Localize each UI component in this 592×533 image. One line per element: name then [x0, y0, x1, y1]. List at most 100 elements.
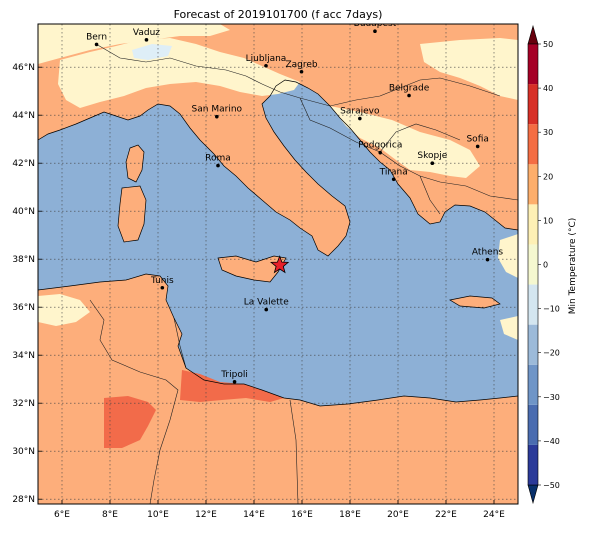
city-dot [430, 161, 435, 165]
x-tick-label: 22°E [435, 510, 457, 520]
colorbar-tick-label: −10 [543, 305, 560, 314]
city-dot [215, 114, 219, 119]
x-tick-label: 12°E [195, 510, 217, 520]
colorbar-tick-label: 30 [543, 128, 553, 137]
city-label: San Marino [192, 105, 243, 115]
colorbar-bin [528, 364, 538, 405]
land-sardinia [118, 186, 146, 242]
city-label: La Valette [244, 298, 289, 308]
colorbar-tick-label: 0 [543, 261, 548, 270]
city-label: Ljubljana [246, 54, 287, 64]
y-tick-label: 44°N [12, 111, 35, 121]
mild-greece [498, 234, 518, 278]
city-label: Belgrade [389, 84, 430, 94]
star-marker [270, 255, 290, 274]
colorbar-label: Min Temperature (°C) [568, 218, 578, 315]
city-label: Tunis [150, 276, 174, 286]
map-title: Forecast of 2019101700 (f acc 7days) [174, 8, 383, 21]
mild-east [420, 38, 518, 100]
city-label: Budapest [354, 19, 397, 29]
y-tick-label: 42°N [12, 159, 35, 169]
city-dot [373, 29, 377, 33]
longitude-ticks: 6°E 8°E 10°E 12°E 14°E 16°E 18°E 20°E 22°E 24°E [54, 500, 505, 520]
colorbar-tick-label: 10 [543, 216, 553, 225]
city-dot [485, 257, 490, 262]
land-crete [450, 296, 500, 308]
colorbar-bin [528, 124, 538, 165]
colorbar-bin [528, 324, 538, 365]
x-tick-label: 10°E [147, 510, 169, 520]
city-dot [378, 150, 383, 155]
city-dot [232, 380, 237, 384]
colorbar-tick-label: 20 [543, 172, 553, 181]
x-tick-label: 20°E [387, 510, 409, 520]
city-dot [299, 69, 304, 74]
mild-balkans [330, 106, 480, 178]
colorbar-bin [528, 284, 538, 325]
city-dot [391, 177, 396, 182]
city-label: Tripoli [220, 370, 248, 380]
city-label: Skopje [417, 151, 447, 161]
colorbar-tick-label: 40 [543, 84, 553, 93]
colorbar-extend-min [527, 484, 539, 505]
city-dot [407, 93, 411, 98]
colorbar-tick-label: −30 [543, 393, 560, 402]
x-tick-label: 14°E [243, 510, 265, 520]
land-africa [38, 274, 518, 504]
city-dot [144, 38, 149, 42]
hot-region [104, 396, 156, 448]
city-label: Tirana [379, 167, 408, 177]
city-dot [475, 144, 480, 149]
x-tick-label: 16°E [291, 510, 313, 520]
y-tick-label: 28°N [12, 495, 35, 505]
city-dot [264, 63, 268, 68]
y-tick-label: 32°N [12, 399, 35, 409]
city-dot [264, 307, 269, 312]
star-icon [270, 255, 290, 274]
city-label: Athens [472, 248, 503, 258]
mild-turkey-coast [500, 316, 518, 340]
mild-alps [58, 38, 300, 108]
y-tick-label: 46°N [12, 63, 35, 73]
mild-north [38, 24, 230, 64]
city-label: Vaduz [133, 28, 160, 38]
colorbar-tick-label: −40 [543, 437, 560, 446]
mild-tunisia [38, 294, 90, 326]
x-tick-label: 18°E [339, 510, 361, 520]
city-dot [358, 116, 362, 121]
city-dot [216, 163, 220, 168]
y-tick-label: 36°N [12, 303, 35, 313]
y-tick-label: 34°N [12, 351, 35, 361]
y-tick-label: 38°N [12, 255, 35, 265]
x-tick-label: 24°E [483, 510, 505, 520]
city-dot [160, 285, 165, 290]
colorbar-bin [528, 204, 538, 245]
colorbar-tick-label: −20 [543, 349, 560, 358]
colorbar-bin [528, 244, 538, 285]
coastlines [38, 79, 518, 407]
city-label: Sofia [466, 134, 488, 144]
colorbar-bin [528, 444, 538, 485]
hot-region-coast [180, 370, 284, 402]
colorbar-tick-label: −50 [543, 481, 560, 490]
colorbar-bin [528, 404, 538, 445]
y-tick-label: 40°N [12, 207, 35, 217]
colorbar-bin [528, 84, 538, 125]
country-borders [89, 43, 518, 504]
colorbar-tick-label: 50 [543, 40, 553, 49]
city-label: Roma [205, 154, 231, 164]
cool-swiss [132, 44, 172, 60]
x-tick-label: 8°E [102, 510, 118, 520]
x-tick-label: 6°E [54, 510, 70, 520]
city-label: Podgorica [358, 141, 402, 151]
y-tick-label: 30°N [12, 447, 35, 457]
city-label: Sarajevo [340, 107, 380, 117]
colorbar-extend-max [527, 24, 539, 45]
map-frame [37, 23, 519, 505]
latitude-ticks: 46°N 44°N 42°N 40°N 38°N 36°N 34°N 32°N 30°N 28°N [12, 63, 42, 505]
colorbar-bin [528, 44, 538, 85]
